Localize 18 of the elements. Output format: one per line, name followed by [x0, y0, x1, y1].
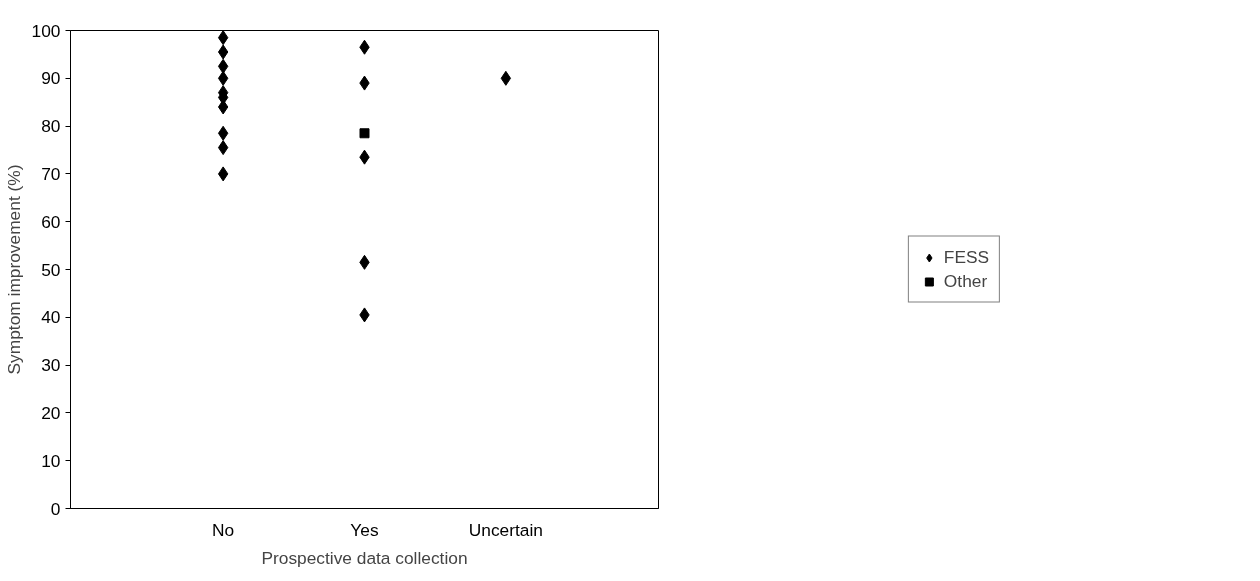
y-axis-title: Symptom improvement (%) [3, 164, 24, 375]
y-tick-label: 50 [41, 259, 61, 280]
y-tick-label: 100 [31, 20, 61, 41]
y-tick-label: 10 [41, 450, 61, 471]
legend-label: FESS [943, 246, 990, 268]
y-tick-label: 80 [41, 116, 61, 137]
y-tick-label: 20 [41, 402, 61, 423]
y-tick-label: 90 [41, 68, 61, 89]
x-tick-label: Yes [350, 519, 379, 540]
x-axis-title: Prospective data collection [261, 547, 468, 568]
y-tick-label: 0 [50, 498, 61, 519]
y-tick-label: 40 [41, 307, 61, 328]
y-tick-label: 30 [41, 355, 61, 376]
y-tick-label: 60 [41, 211, 61, 232]
x-tick-label: Uncertain [468, 519, 543, 540]
y-tick-label: 70 [41, 163, 61, 184]
x-tick-label: No [212, 519, 235, 540]
legend-label: Other [943, 270, 988, 292]
